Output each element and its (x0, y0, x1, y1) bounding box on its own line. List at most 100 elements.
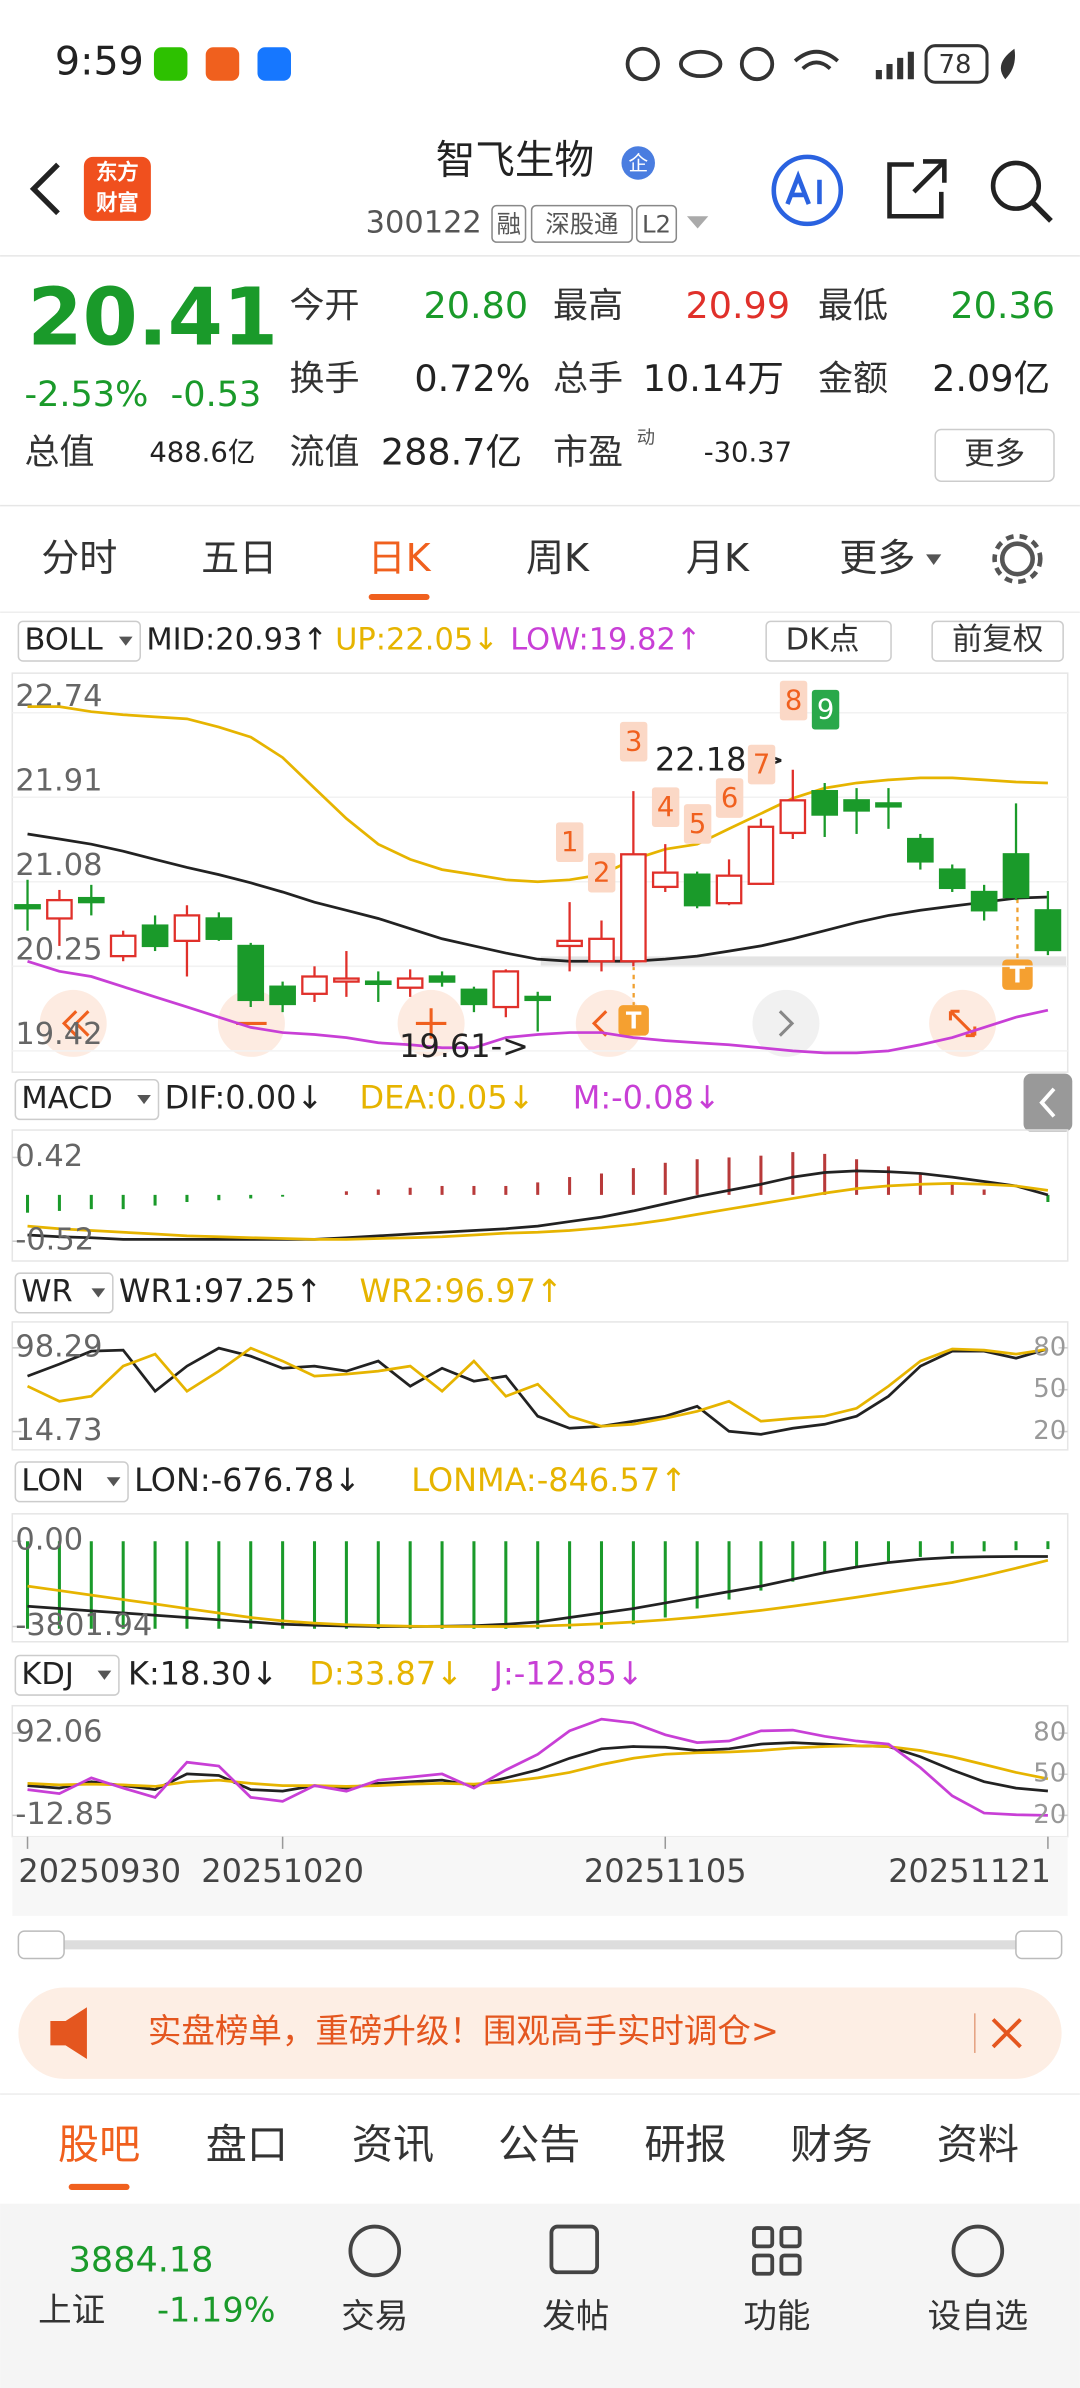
panel-frame (11, 1129, 1069, 1262)
candle-body (173, 914, 201, 943)
candle-body (970, 890, 998, 912)
indicator-select (14, 1079, 160, 1121)
marker-box (651, 787, 680, 827)
marker-box (619, 721, 648, 762)
more: 更多 (964, 437, 1025, 472)
next-button[interactable] (752, 989, 820, 1057)
indicator-line (27, 1558, 1049, 1628)
scroll-handle[interactable] (1015, 1930, 1063, 1960)
tag-box (635, 204, 678, 243)
candle-body (651, 871, 679, 889)
marker: 4 (657, 792, 674, 823)
ai-glyph (785, 170, 822, 205)
indicator-name: LON (21, 1463, 84, 1498)
field-label: 最低 (818, 286, 888, 327)
dk-button[interactable] (765, 620, 892, 662)
indicator-name: WR (21, 1274, 72, 1309)
y-tick-label: 14.73 (15, 1413, 102, 1448)
post-icon[interactable] (549, 2224, 600, 2275)
tab-underline (68, 2183, 130, 2191)
candle-body (907, 837, 934, 863)
candle-body (779, 799, 807, 835)
indicator-select[interactable] (17, 620, 141, 662)
watch-icon[interactable] (951, 2224, 1005, 2278)
candle-body (364, 980, 392, 986)
tab-underline (368, 593, 430, 601)
trade-icon[interactable] (348, 2224, 402, 2278)
tab: 月K (686, 536, 750, 580)
legend: J:-12.85↓ (492, 1654, 644, 1692)
footer-icons (348, 2224, 1005, 2278)
marker-box (587, 852, 616, 893)
logo-text: 财富 (96, 190, 139, 216)
wechat-icon (153, 47, 188, 81)
field-value: -30.37 (704, 437, 792, 468)
candle-body (683, 873, 711, 907)
more-button[interactable] (934, 428, 1055, 483)
indicator-select (14, 1461, 129, 1503)
banner[interactable] (18, 1987, 1062, 2079)
legend: UP:22.05↓ (335, 623, 499, 658)
stock-code: 300122 (366, 205, 482, 240)
marker: 2 (593, 858, 610, 889)
tag-box (530, 204, 633, 243)
date-label: 20251105 (584, 1852, 747, 1890)
dropdown-arrow (106, 1477, 121, 1487)
scroll-handle[interactable] (17, 1930, 65, 1960)
collapse-button[interactable] (1023, 1073, 1073, 1132)
settings-gear (992, 533, 1043, 585)
field-value: 2.09亿 (932, 357, 1050, 400)
field-label: 换手 (289, 359, 359, 400)
annotation: 19.61-> (399, 1027, 529, 1065)
y2-tick-label: 20 (1033, 1416, 1066, 1446)
button: DK点 (786, 623, 860, 658)
nav-glyph (61, 1010, 90, 1037)
index-value: 3884.18 (69, 2240, 214, 2281)
dropdown-arrow (91, 1288, 106, 1298)
boll-line (27, 832, 1048, 963)
settings-button[interactable] (999, 541, 1035, 577)
candle-body (237, 944, 265, 1002)
candle-body (333, 977, 360, 983)
func-icon[interactable] (752, 2226, 775, 2249)
ai-button[interactable] (771, 154, 844, 227)
marker: 8 (785, 686, 802, 717)
field-label: 总手 (553, 359, 623, 400)
legend: DEA:0.05↓ (360, 1079, 535, 1117)
indicator-line (26, 1346, 1049, 1428)
field-value: 0.72% (414, 357, 530, 400)
field-value: 20.99 (685, 284, 790, 327)
price: 20.41 (28, 270, 278, 363)
search-handle (1030, 200, 1053, 223)
candle-body (747, 825, 775, 885)
badge (621, 146, 655, 180)
adjust-button[interactable] (931, 620, 1064, 662)
dropdown-arrow[interactable] (926, 554, 942, 566)
dropdown-arrow[interactable] (686, 216, 709, 229)
support-band (540, 956, 1067, 968)
y-tick-label: 21.91 (15, 764, 102, 799)
date-label: 20251020 (201, 1852, 364, 1890)
search-button[interactable] (990, 160, 1042, 211)
candle-body (938, 868, 966, 890)
y-tick-label: 0.00 (15, 1523, 83, 1558)
indicator-select (14, 1654, 120, 1696)
legend: DIF:0.00↓ (165, 1079, 324, 1117)
y2-tick-label: 80 (1033, 1332, 1066, 1362)
close-button[interactable] (991, 2018, 1022, 2049)
back-button[interactable] (29, 162, 60, 216)
bottom-tab: 研报 (644, 2120, 726, 2168)
indicator-name: BOLL (24, 623, 102, 658)
candle-body (556, 939, 583, 948)
action: 功能 (743, 2296, 810, 2335)
share-button[interactable] (887, 159, 947, 219)
nav-buttons (39, 989, 997, 1057)
field-value: 20.36 (950, 284, 1055, 327)
bottom-tab: 资料 (937, 2120, 1019, 2168)
tab: 五日 (201, 536, 277, 580)
nav-glyph (778, 1010, 795, 1037)
change: -0.53 (171, 374, 262, 415)
nav-left[interactable] (39, 989, 107, 1057)
marker-box (747, 744, 776, 785)
